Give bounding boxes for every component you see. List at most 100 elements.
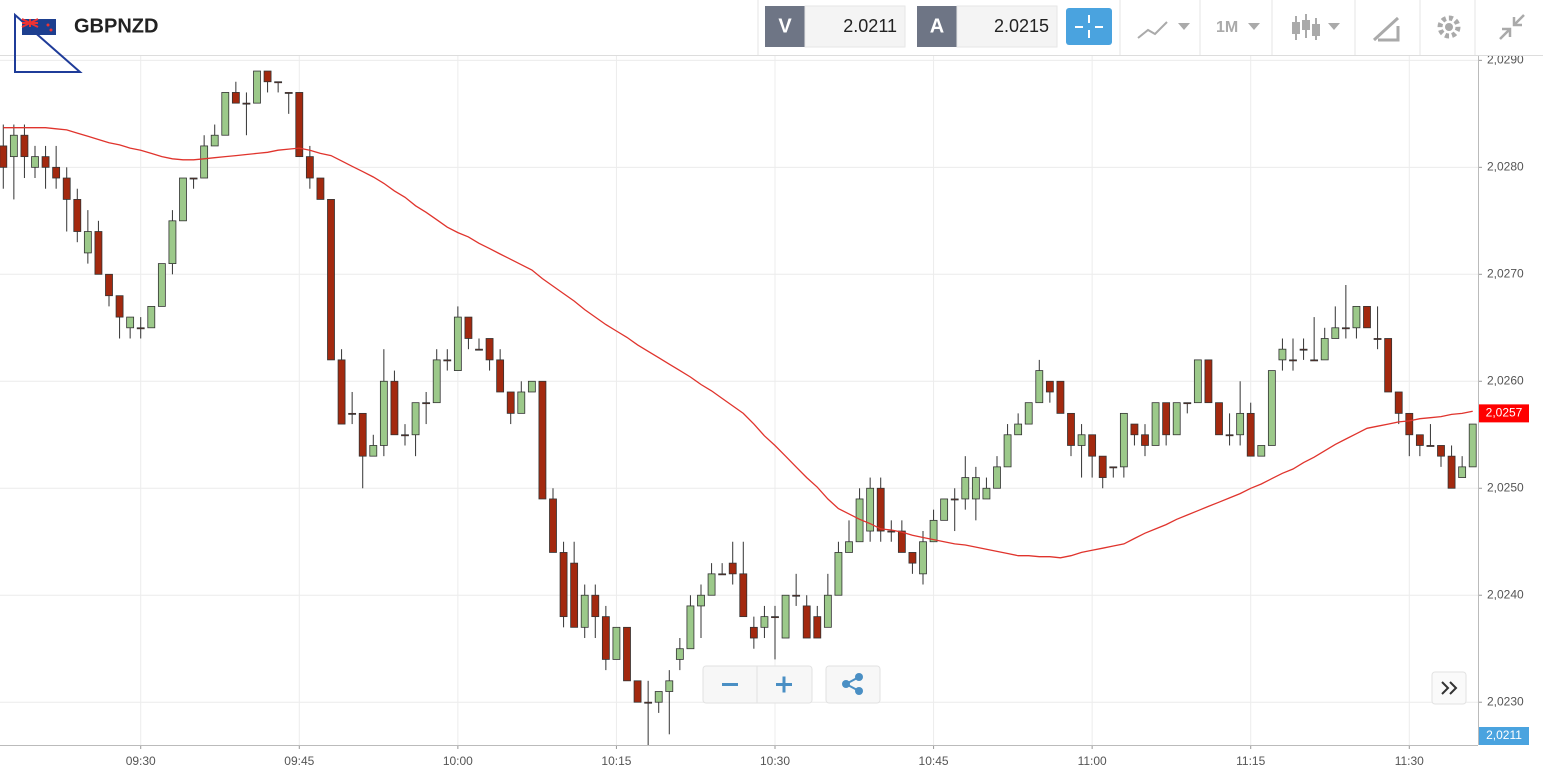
candle-body (771, 616, 779, 619)
price-tag (1479, 727, 1529, 745)
candle-body (390, 380, 399, 436)
bid-label-box[interactable] (765, 6, 805, 47)
candle-body (1003, 434, 1012, 468)
plot-layer: 2,0230 2,0240 2,0250 2,0260 2,0270 2,0280 2,02… (0, 53, 1529, 768)
candle-body (1299, 348, 1308, 351)
candle-body (73, 199, 82, 232)
candle-body (189, 177, 198, 180)
scroll-icon (1441, 681, 1458, 695)
bid-box[interactable] (804, 5, 906, 48)
candle-body (728, 562, 737, 575)
ask-price[interactable]: 2.0215 (994, 16, 1049, 36)
bid-label[interactable]: V (778, 15, 792, 37)
candle-body (1088, 434, 1097, 457)
candle-body (1310, 359, 1319, 362)
ask-label-box[interactable] (917, 6, 957, 47)
candle-body (179, 177, 187, 222)
candle-body (231, 92, 240, 104)
candle-body (940, 498, 949, 521)
candle-body (982, 487, 991, 500)
candle-body (1394, 391, 1403, 414)
candles-icon[interactable] (1302, 20, 1310, 30)
candle-body (411, 402, 420, 436)
candle-body (31, 156, 39, 168)
candle-body (284, 92, 293, 94)
candle-body (0, 145, 8, 168)
x-tick-label: 10:30 (760, 754, 790, 768)
candle-body (517, 391, 526, 414)
candle-body (1193, 359, 1202, 404)
candle-body (147, 305, 156, 329)
x-tick-label: 10:45 (919, 754, 949, 768)
candle-body (897, 530, 906, 553)
symbol: GBPNZD (74, 15, 158, 37)
candle-body (274, 81, 283, 84)
settings-icon[interactable] (1445, 23, 1453, 31)
candle-body (422, 402, 431, 405)
candle-body (718, 573, 727, 576)
settings-icon[interactable] (1437, 15, 1461, 39)
dropdown-arrow[interactable] (1328, 23, 1340, 30)
flag-star (46, 23, 50, 27)
candle-body (623, 626, 631, 682)
candle-body (52, 166, 61, 179)
candles-icon[interactable] (1312, 24, 1320, 36)
candle-body (136, 327, 145, 330)
chart-type-icon[interactable] (1137, 21, 1168, 39)
candle-body (1172, 402, 1181, 436)
candle-body (707, 573, 716, 596)
candle-body (675, 648, 684, 660)
candle-body (665, 680, 674, 692)
candle-body (115, 295, 124, 318)
candle-body (432, 359, 441, 404)
candle-body (369, 445, 378, 457)
flag-star (49, 28, 53, 32)
candle-body (1257, 445, 1266, 457)
candle-body (168, 220, 177, 265)
candle-body (1426, 445, 1435, 447)
price-tag-label: 2,0211 (1486, 728, 1522, 742)
y-tick-label: 2,0290 (1487, 53, 1524, 67)
y-tick-label: 2,0240 (1487, 587, 1524, 601)
candle-body (295, 92, 304, 158)
x-tick-label: 11:15 (1236, 754, 1265, 768)
candle-body (919, 541, 927, 575)
share-icon (842, 680, 850, 688)
candle-body (1384, 338, 1393, 393)
share-icon (855, 687, 863, 695)
y-tick-label: 2,0270 (1487, 266, 1524, 280)
candle-body (1225, 434, 1234, 437)
candle-body (1014, 423, 1023, 436)
crosshair-icon (1075, 15, 1103, 38)
flag-cross (21, 18, 39, 28)
timeframe[interactable]: 1M (1216, 19, 1238, 36)
dropdown-arrow[interactable] (1178, 23, 1190, 30)
candle-body (580, 594, 589, 628)
candle-body (908, 552, 917, 564)
candle-body (845, 541, 853, 553)
candle-body (929, 519, 938, 543)
candle-body (200, 145, 209, 179)
share-box[interactable] (825, 665, 881, 704)
candle-body (950, 498, 959, 501)
candle-body (1077, 434, 1086, 446)
candle-body (802, 605, 811, 639)
dropdown-arrow[interactable] (1248, 23, 1260, 30)
candle-body (1278, 348, 1287, 361)
collapse-icon[interactable] (1499, 14, 1525, 40)
candle-body (644, 701, 653, 704)
candle-body (1447, 455, 1456, 489)
zoom-in[interactable] (776, 676, 792, 693)
x-tick-label: 11:00 (1078, 754, 1107, 768)
bid-price[interactable]: 2.0211 (843, 16, 897, 36)
candle-body (834, 552, 843, 596)
y-tick-label: 2,0250 (1487, 480, 1524, 494)
candles-icon[interactable] (1292, 22, 1300, 34)
draw-icon[interactable] (1372, 16, 1400, 42)
candle-body (961, 477, 970, 500)
ask-label[interactable]: A (930, 15, 944, 37)
crosshair-button[interactable] (1066, 8, 1112, 45)
ask-box[interactable] (956, 5, 1058, 48)
candle-body (1045, 380, 1054, 393)
